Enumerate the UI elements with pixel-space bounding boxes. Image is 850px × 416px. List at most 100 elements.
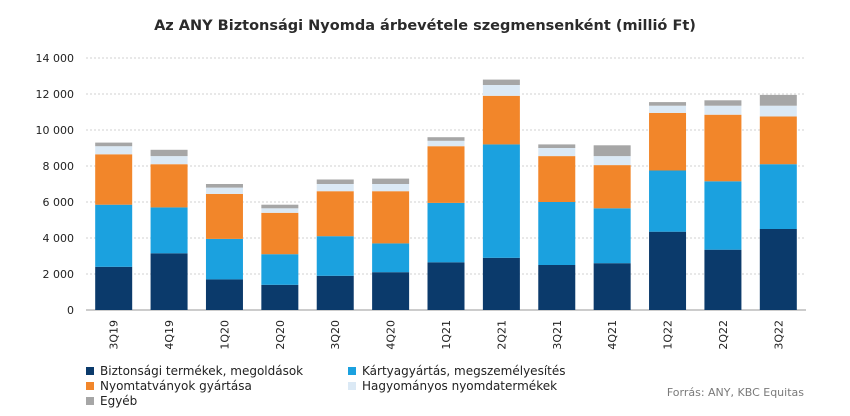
bar-segment bbox=[482, 95, 520, 145]
bar-segment bbox=[261, 204, 299, 209]
bar-segment bbox=[150, 207, 188, 254]
bar-segment bbox=[205, 187, 243, 194]
legend-label-series-3: Hagyományos nyomdatermékek bbox=[362, 379, 558, 393]
bar-segment bbox=[482, 79, 520, 85]
y-tick-label: 14 000 bbox=[36, 52, 75, 65]
bar-segment bbox=[205, 184, 243, 188]
bar-segment bbox=[205, 193, 243, 239]
bar-segment bbox=[538, 144, 576, 148]
bar-segment bbox=[261, 254, 299, 285]
y-tick-label: 10 000 bbox=[36, 124, 75, 137]
x-tick-label: 4Q21 bbox=[606, 320, 619, 350]
bar-segment bbox=[482, 85, 520, 96]
bar-segment bbox=[427, 202, 465, 263]
bar-segment bbox=[150, 149, 188, 157]
y-tick-label: 0 bbox=[67, 304, 74, 317]
bar-segment bbox=[482, 144, 520, 258]
legend-item-series-4: Egyéb bbox=[86, 394, 137, 408]
bar-segment bbox=[150, 156, 188, 165]
bar-segment bbox=[261, 284, 299, 310]
legend-label-series-4: Egyéb bbox=[100, 394, 138, 408]
bar-segment bbox=[95, 146, 133, 155]
x-tick-label: 2Q20 bbox=[274, 320, 287, 350]
legend-label-series-1: Kártyagyártás, megszemélyesítés bbox=[362, 364, 566, 378]
bar-segment bbox=[649, 112, 687, 171]
x-tick-label: 2Q21 bbox=[495, 320, 508, 350]
bar-segment bbox=[261, 208, 299, 213]
bar-segment bbox=[372, 191, 410, 244]
bar-segment bbox=[759, 94, 797, 106]
bar-segment bbox=[593, 156, 631, 166]
bar-segment bbox=[538, 148, 576, 157]
x-tick-label: 1Q21 bbox=[440, 320, 453, 350]
bar-segment bbox=[372, 243, 410, 273]
bar-segment bbox=[538, 202, 576, 265]
bar-segment bbox=[427, 262, 465, 310]
bar-segment bbox=[205, 238, 243, 280]
bar-segment bbox=[372, 178, 410, 184]
bar-segment bbox=[150, 253, 188, 310]
x-tick-label: 3Q21 bbox=[551, 320, 564, 350]
legend-item-series-2: Nyomtatványok gyártása bbox=[86, 379, 252, 393]
y-tick-label: 8 000 bbox=[43, 160, 75, 173]
bar-segment bbox=[759, 116, 797, 165]
bar-segment bbox=[704, 114, 742, 182]
bar-segment bbox=[593, 208, 631, 264]
bar-segment bbox=[95, 154, 133, 205]
x-tick-label: 2Q22 bbox=[717, 320, 730, 350]
bar-segment bbox=[316, 179, 354, 184]
bar-segment bbox=[95, 204, 133, 267]
y-tick-label: 2 000 bbox=[43, 268, 75, 281]
x-tick-label: 1Q20 bbox=[218, 320, 231, 350]
legend-label-series-2: Nyomtatványok gyártása bbox=[100, 379, 252, 393]
x-tick-label: 1Q22 bbox=[662, 320, 675, 350]
bar-segment bbox=[704, 100, 742, 106]
x-tick-label: 3Q20 bbox=[329, 320, 342, 350]
legend-label-series-0: Biztonsági termékek, megoldások bbox=[100, 364, 304, 378]
bar-segment bbox=[261, 212, 299, 255]
bar-segment bbox=[704, 181, 742, 250]
bar-segment bbox=[538, 265, 576, 310]
bar-segment bbox=[427, 146, 465, 203]
bar-segment bbox=[704, 105, 742, 115]
bar-segment bbox=[593, 145, 631, 157]
bar-segment bbox=[372, 272, 410, 310]
legend-swatch-series-4 bbox=[86, 397, 94, 405]
bar-segment bbox=[704, 249, 742, 310]
bar-segment bbox=[759, 105, 797, 117]
bar-segment bbox=[316, 275, 354, 310]
legend-swatch-series-1 bbox=[348, 367, 356, 375]
bar-segment bbox=[593, 165, 631, 209]
chart-title: Az ANY Biztonsági Nyomda árbevétele szeg… bbox=[154, 18, 696, 34]
bar-segment bbox=[482, 257, 520, 310]
x-tick-label: 3Q22 bbox=[772, 320, 785, 350]
x-tick-label: 3Q19 bbox=[108, 320, 121, 350]
bar-segment bbox=[427, 137, 465, 141]
bar-segment bbox=[316, 184, 354, 192]
bar-segment bbox=[649, 170, 687, 232]
x-tick-label: 4Q20 bbox=[385, 320, 398, 350]
bar-segment bbox=[205, 279, 243, 310]
legend-swatch-series-3 bbox=[348, 382, 356, 390]
legend-item-series-1: Kártyagyártás, megszemélyesítés bbox=[348, 364, 566, 378]
legend-swatch-series-0 bbox=[86, 367, 94, 375]
x-tick-label: 4Q19 bbox=[163, 320, 176, 350]
bar-segment bbox=[649, 231, 687, 310]
source-note: Forrás: ANY, KBC Equitas bbox=[666, 386, 804, 399]
bar-segment bbox=[95, 266, 133, 310]
bar-segment bbox=[150, 164, 188, 208]
bar-segment bbox=[95, 142, 133, 147]
bar-segment bbox=[759, 164, 797, 229]
legend-item-series-0: Biztonsági termékek, megoldások bbox=[86, 364, 303, 378]
bar-segment bbox=[427, 140, 465, 147]
bar-segment bbox=[316, 191, 354, 237]
y-tick-label: 4 000 bbox=[43, 232, 75, 245]
bar-segment bbox=[538, 156, 576, 202]
bar-segment bbox=[316, 236, 354, 276]
bar-segment bbox=[372, 184, 410, 192]
bar-segment bbox=[649, 105, 687, 113]
legend-item-series-3: Hagyományos nyomdatermékek bbox=[348, 379, 557, 393]
y-tick-label: 6 000 bbox=[43, 196, 75, 209]
bar-segment bbox=[593, 263, 631, 310]
